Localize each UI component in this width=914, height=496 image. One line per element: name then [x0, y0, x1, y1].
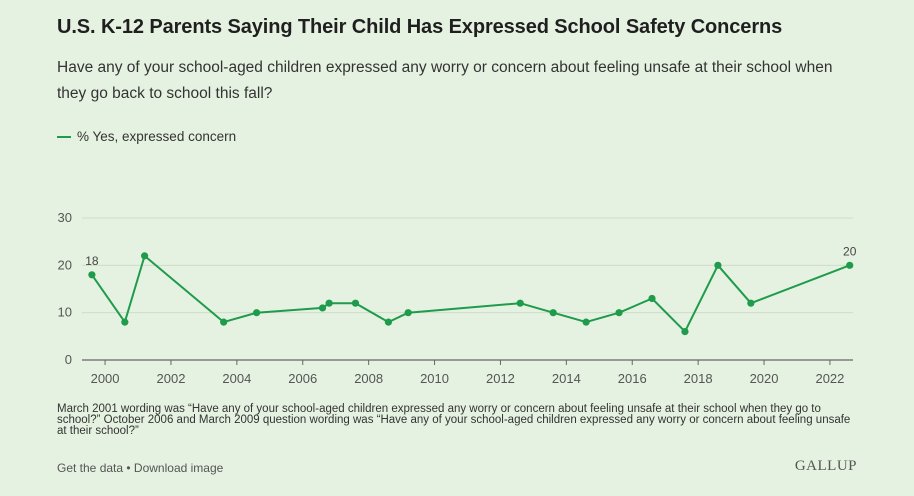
x-tick-label: 2004 [222, 371, 251, 386]
x-tick-label: 2002 [157, 371, 186, 386]
gallup-logo: GALLUP [794, 458, 857, 474]
data-point [747, 299, 755, 307]
wording-note: March 2001 wording was “Have any of your… [57, 403, 851, 437]
chart-title: U.S. K-12 Parents Saying Their Child Has… [57, 16, 783, 38]
x-tick-label: 2012 [486, 371, 515, 386]
x-tick-label: 2014 [552, 371, 581, 386]
y-tick-label: 10 [58, 305, 72, 320]
data-point [714, 261, 722, 269]
x-tick-label: 2006 [288, 371, 317, 386]
gridlines: 0 10 20 30 [58, 210, 853, 367]
data-point [220, 318, 228, 326]
series-line [91, 254, 851, 333]
data-point [681, 328, 689, 336]
legend-swatch [57, 135, 71, 138]
data-point [846, 261, 854, 269]
y-tick-label: 20 [58, 257, 72, 272]
data-point [516, 299, 524, 307]
footer-separator: • [123, 461, 134, 475]
data-point [384, 318, 393, 326]
x-tick-label: 2000 [91, 371, 120, 386]
data-point [253, 309, 261, 317]
chart-subtitle: Have any of your school-aged children ex… [57, 59, 833, 102]
y-tick-label: 0 [65, 352, 72, 367]
data-point [615, 309, 623, 317]
x-axis: 2000 2002 2004 2006 2008 2010 2012 2014 2016 2018… [91, 360, 844, 386]
data-point [88, 271, 96, 279]
data-point [325, 299, 333, 307]
x-tick-label: 2008 [354, 371, 383, 386]
get-data-link[interactable]: Get the data [57, 461, 124, 475]
series [88, 252, 854, 336]
x-tick-label: 2022 [815, 371, 844, 386]
legend-label: % Yes, expressed concern [77, 129, 237, 144]
data-label: 18 [85, 254, 99, 268]
x-tick-label: 2016 [618, 371, 647, 386]
data-point [351, 299, 360, 307]
data-point [582, 318, 590, 326]
data-point [549, 309, 557, 317]
legend: % Yes, expressed concern [57, 129, 236, 144]
x-tick-label: 2018 [684, 371, 713, 386]
data-point [404, 309, 412, 317]
data-point [318, 304, 327, 312]
data-point [648, 294, 656, 303]
data-point [141, 252, 149, 260]
data-point [121, 318, 129, 326]
x-tick-label: 2010 [420, 371, 449, 386]
data-label: 20 [843, 244, 857, 258]
y-tick-label: 30 [58, 210, 72, 225]
x-tick-label: 2020 [750, 371, 779, 386]
download-image-link[interactable]: Download image [133, 461, 224, 475]
footer-links: Get the data • Download image [57, 461, 223, 475]
